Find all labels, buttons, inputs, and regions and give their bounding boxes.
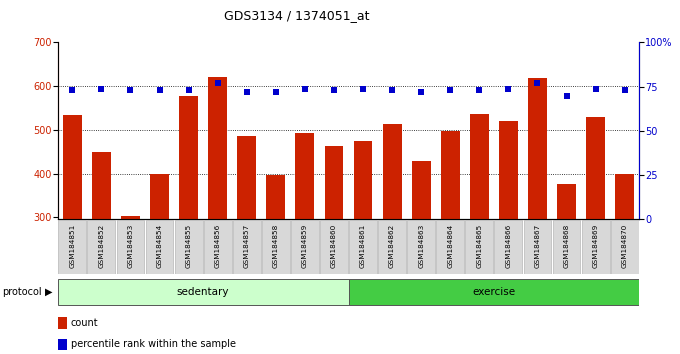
Bar bbox=[494, 220, 522, 274]
Bar bbox=[320, 220, 348, 274]
Text: GSM184862: GSM184862 bbox=[389, 223, 395, 268]
Point bbox=[445, 87, 456, 93]
Bar bbox=[58, 338, 67, 350]
Bar bbox=[441, 131, 460, 348]
Bar bbox=[611, 220, 639, 274]
Point bbox=[241, 89, 252, 95]
Bar bbox=[383, 124, 402, 348]
Point bbox=[532, 80, 543, 86]
Text: GDS3134 / 1374051_at: GDS3134 / 1374051_at bbox=[224, 9, 370, 22]
Bar bbox=[349, 220, 377, 274]
Bar bbox=[175, 220, 203, 274]
Bar bbox=[324, 146, 343, 348]
Bar bbox=[63, 115, 82, 348]
Bar bbox=[116, 220, 144, 274]
Text: GSM184853: GSM184853 bbox=[127, 223, 133, 268]
Text: GSM184868: GSM184868 bbox=[564, 223, 570, 268]
Bar bbox=[58, 279, 348, 305]
Bar bbox=[146, 220, 173, 274]
Bar bbox=[465, 220, 493, 274]
Text: protocol: protocol bbox=[2, 287, 41, 297]
Text: exercise: exercise bbox=[473, 287, 515, 297]
Bar bbox=[407, 220, 435, 274]
Bar bbox=[354, 141, 373, 348]
Text: GSM184858: GSM184858 bbox=[273, 223, 279, 268]
Bar bbox=[58, 317, 67, 329]
Bar bbox=[262, 220, 290, 274]
Point bbox=[271, 89, 282, 95]
Point bbox=[503, 86, 514, 91]
Bar bbox=[348, 279, 639, 305]
Bar bbox=[378, 220, 406, 274]
Text: GSM184863: GSM184863 bbox=[418, 223, 424, 268]
Point bbox=[387, 87, 398, 93]
Text: GSM184854: GSM184854 bbox=[156, 223, 163, 268]
Text: sedentary: sedentary bbox=[177, 287, 229, 297]
Text: percentile rank within the sample: percentile rank within the sample bbox=[71, 339, 235, 349]
Bar bbox=[150, 173, 169, 348]
Point bbox=[299, 86, 310, 91]
Bar bbox=[204, 220, 232, 274]
Text: GSM184855: GSM184855 bbox=[186, 223, 192, 268]
Bar bbox=[437, 220, 464, 274]
Point bbox=[183, 87, 194, 93]
Point bbox=[415, 89, 426, 95]
Text: GSM184852: GSM184852 bbox=[99, 223, 105, 268]
Bar bbox=[267, 175, 286, 348]
Point bbox=[125, 87, 136, 93]
Text: GSM184866: GSM184866 bbox=[505, 223, 511, 268]
Bar bbox=[88, 220, 116, 274]
Bar bbox=[557, 184, 576, 348]
Bar bbox=[470, 114, 489, 348]
Text: GSM184859: GSM184859 bbox=[302, 223, 308, 268]
Bar bbox=[58, 220, 86, 274]
Text: GSM184856: GSM184856 bbox=[215, 223, 221, 268]
Point bbox=[328, 87, 339, 93]
Text: ▶: ▶ bbox=[45, 287, 53, 297]
Text: GSM184869: GSM184869 bbox=[592, 223, 598, 268]
Point bbox=[590, 86, 601, 91]
Bar bbox=[499, 121, 518, 348]
Text: GSM184864: GSM184864 bbox=[447, 223, 454, 268]
Point bbox=[561, 93, 572, 98]
Bar bbox=[524, 220, 551, 274]
Text: GSM184867: GSM184867 bbox=[534, 223, 541, 268]
Text: GSM184870: GSM184870 bbox=[622, 223, 628, 268]
Bar bbox=[586, 117, 605, 348]
Bar bbox=[208, 76, 227, 348]
Text: count: count bbox=[71, 318, 98, 328]
Bar bbox=[233, 220, 260, 274]
Text: GSM184861: GSM184861 bbox=[360, 223, 366, 268]
Bar bbox=[291, 220, 319, 274]
Bar bbox=[528, 78, 547, 348]
Point bbox=[619, 87, 630, 93]
Text: GSM184865: GSM184865 bbox=[476, 223, 482, 268]
Bar bbox=[179, 96, 198, 348]
Bar bbox=[295, 133, 314, 348]
Bar bbox=[411, 161, 430, 348]
Bar bbox=[237, 136, 256, 348]
Bar bbox=[615, 173, 634, 348]
Bar bbox=[92, 152, 111, 348]
Point bbox=[212, 80, 223, 86]
Bar bbox=[121, 216, 140, 348]
Point bbox=[67, 87, 78, 93]
Text: GSM184857: GSM184857 bbox=[243, 223, 250, 268]
Point bbox=[358, 86, 369, 91]
Point bbox=[474, 87, 485, 93]
Point bbox=[154, 87, 165, 93]
Bar bbox=[581, 220, 609, 274]
Point bbox=[96, 86, 107, 91]
Bar bbox=[553, 220, 581, 274]
Text: GSM184851: GSM184851 bbox=[69, 223, 75, 268]
Text: GSM184860: GSM184860 bbox=[331, 223, 337, 268]
